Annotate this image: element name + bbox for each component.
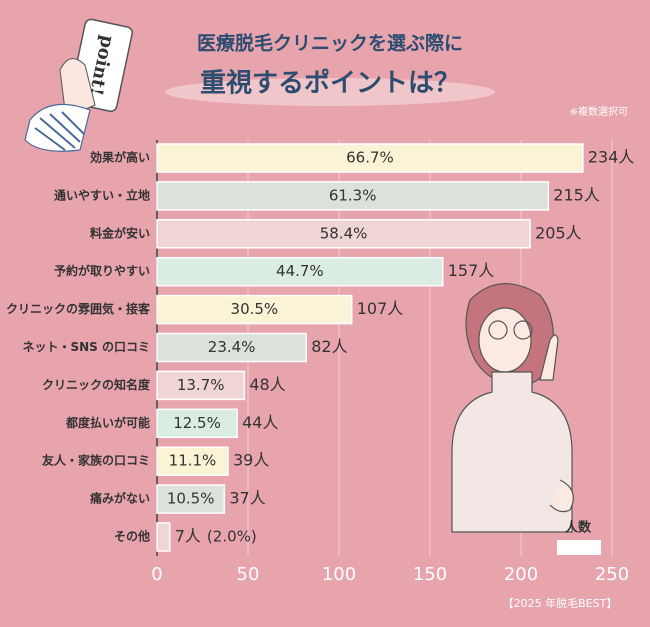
- x-tick-label: 250: [595, 564, 629, 585]
- bar: [156, 181, 550, 211]
- category-label: クリニックの雰囲気・接客: [6, 301, 151, 316]
- category-label: 友人・家族の口コミ: [41, 453, 150, 468]
- x-tick-label: 150: [413, 564, 447, 585]
- bar: [156, 522, 171, 552]
- x-tick-label: 0: [151, 564, 162, 585]
- value-label: 44人: [242, 413, 278, 432]
- woman-illustration: [451, 283, 574, 533]
- title-highlight: [165, 78, 495, 106]
- bar: [156, 219, 531, 249]
- share-label: 58.4%: [320, 224, 368, 242]
- legend-label: 人数: [565, 520, 592, 536]
- bar: [156, 256, 444, 287]
- legend-swatch: [557, 540, 601, 555]
- category-label: クリニックの知名度: [42, 377, 151, 392]
- category-label: ネット・SNS の口コミ: [22, 340, 150, 354]
- bar: [156, 370, 246, 401]
- value-label: 107人: [357, 299, 404, 318]
- value-label: 48人: [249, 375, 285, 394]
- share-label: (2.0%): [207, 528, 257, 546]
- value-label: 234人: [588, 148, 635, 167]
- category-label: 効果が高い: [90, 150, 150, 165]
- note: ※複数選択可: [570, 105, 628, 118]
- share-label: 44.7%: [276, 262, 324, 280]
- value-label: 157人: [448, 261, 495, 280]
- value-label: 205人: [535, 223, 582, 242]
- share-label: 66.7%: [346, 149, 394, 167]
- value-label: 215人: [553, 185, 600, 204]
- bar: [156, 408, 238, 439]
- value-label: 39人: [233, 451, 269, 470]
- x-tick-label: 100: [322, 564, 356, 585]
- category-label: 料金が安い: [90, 225, 150, 240]
- x-tick-label: 50: [237, 564, 260, 585]
- category-label: 痛みがない: [89, 491, 150, 506]
- share-label: 13.7%: [177, 376, 225, 394]
- plot: [156, 140, 613, 556]
- point-illustration: point!: [24, 18, 133, 152]
- share-label: 10.5%: [167, 490, 215, 508]
- share-label: 61.3%: [329, 186, 377, 204]
- value-label: 37人: [229, 489, 265, 508]
- bar: [156, 332, 307, 363]
- share-label: 23.4%: [208, 338, 256, 356]
- category-label: 通いやすい・立地: [54, 187, 150, 202]
- chart-subtitle: 重視するポイントは？: [200, 68, 460, 99]
- share-label: 12.5%: [173, 414, 221, 432]
- category-label: 予約が取りやすい: [54, 263, 150, 278]
- x-tick-label: 200: [504, 564, 538, 585]
- bar: [156, 446, 229, 476]
- bar: [156, 484, 226, 514]
- category-label: 都度払いが可能: [65, 415, 150, 430]
- share-label: 30.5%: [231, 300, 279, 318]
- footer: 【2025 年脱毛BEST】: [503, 596, 618, 610]
- bar: [156, 294, 353, 325]
- bar: [156, 143, 584, 173]
- category-label: その他: [114, 529, 150, 544]
- value-label: 7人: [175, 527, 201, 546]
- value-label: 82人: [311, 337, 347, 356]
- share-label: 11.1%: [169, 452, 217, 470]
- chart-title: 医療脱毛クリニックを選ぶ際に: [197, 32, 463, 55]
